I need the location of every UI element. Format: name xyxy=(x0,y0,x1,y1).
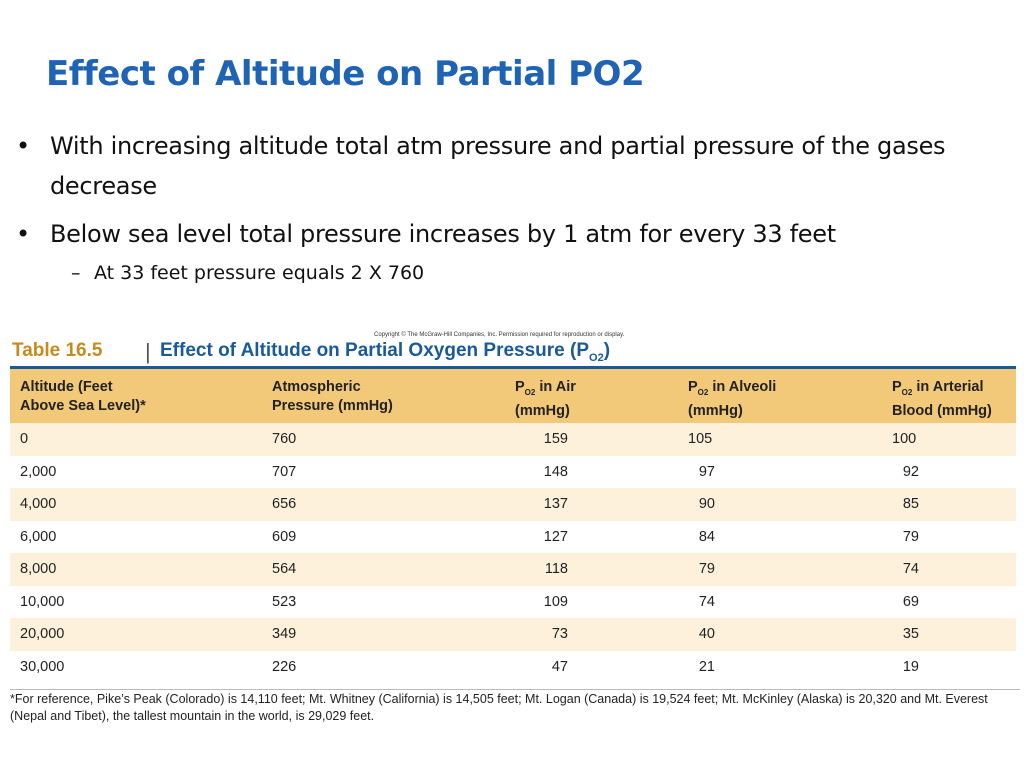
po2-symbol: P xyxy=(892,379,902,395)
cell-po2-arterial: 19 xyxy=(902,658,919,675)
cell-po2-alveoli: 79 xyxy=(698,561,715,577)
table-row: 2,000 707 148 97 92 xyxy=(10,455,1016,488)
bullet-marker: • xyxy=(16,220,30,248)
table-row: 6,000 609 127 84 79 xyxy=(10,520,1016,553)
cell-po2-air: 118 xyxy=(544,561,568,577)
cell-po2-alveoli: 97 xyxy=(698,463,715,480)
cell-atmospheric: 564 xyxy=(272,561,297,577)
table-heading: Table 16.5 | Effect of Altitude on Parti… xyxy=(10,336,1020,366)
cell-atmospheric: 707 xyxy=(272,463,297,480)
cell-atmospheric: 609 xyxy=(272,528,297,545)
cell-po2-arterial: 74 xyxy=(902,561,919,577)
header-po2-air: PO2 in Air (mmHg) xyxy=(515,378,576,421)
header-altitude: Altitude (Feet Above Sea Level)* xyxy=(20,378,146,416)
cell-po2-arterial: 69 xyxy=(902,593,919,610)
table-row: 4,000 656 137 90 85 xyxy=(10,488,1016,521)
po2-symbol: P xyxy=(515,379,525,395)
header-po2-arterial-text: in Arterial xyxy=(912,379,984,395)
cell-po2-alveoli: 90 xyxy=(698,496,715,512)
cell-altitude: 4,000 xyxy=(20,496,57,512)
table-footnote: *For reference, Pike’s Peak (Colorado) i… xyxy=(10,689,1020,725)
cell-po2-air: 137 xyxy=(543,496,568,512)
cell-po2-air: 127 xyxy=(543,528,568,545)
cell-po2-alveoli: 74 xyxy=(698,593,715,610)
cell-po2-arterial: 35 xyxy=(902,626,919,642)
header-po2-arterial: PO2 in Arterial Blood (mmHg) xyxy=(892,378,992,421)
cell-po2-alveoli: 105 xyxy=(688,431,713,447)
cell-po2-air: 109 xyxy=(543,593,568,610)
header-po2-alveoli: PO2 in Alveoli (mmHg) xyxy=(688,378,776,421)
cell-altitude: 30,000 xyxy=(20,658,65,675)
cell-po2-arterial: 100 xyxy=(892,431,917,447)
header-atmospheric: Atmospheric Pressure (mmHg) xyxy=(272,378,393,416)
bullet-marker: • xyxy=(16,132,30,160)
table-header-row: Altitude (Feet Above Sea Level)* Atmosph… xyxy=(10,369,1016,423)
cell-po2-arterial: 85 xyxy=(902,496,919,512)
cell-altitude: 2,000 xyxy=(20,463,57,480)
cell-altitude: 6,000 xyxy=(20,528,57,545)
cell-po2-alveoli: 84 xyxy=(698,528,715,545)
bullet-text: With increasing altitude total atm press… xyxy=(50,132,946,200)
cell-po2-alveoli: 40 xyxy=(698,626,715,642)
header-po2-arterial-line1: PO2 in Arterial xyxy=(892,378,992,402)
bullet-list: • With increasing altitude total atm pre… xyxy=(16,126,1006,290)
cell-altitude: 20,000 xyxy=(20,626,65,642)
header-altitude-line1: Altitude (Feet xyxy=(20,379,113,395)
table-label-separator: | xyxy=(145,339,151,364)
po2-symbol: P xyxy=(688,379,698,395)
header-po2-alveoli-line1: PO2 in Alveoli xyxy=(688,378,776,402)
cell-po2-arterial: 92 xyxy=(902,463,919,480)
altitude-table: Altitude (Feet Above Sea Level)* Atmosph… xyxy=(10,366,1016,683)
table-row: 8,000 564 118 79 74 xyxy=(10,553,1016,586)
copyright-notice: Copyright © The McGraw-Hill Companies, I… xyxy=(374,332,625,338)
cell-altitude: 10,000 xyxy=(20,593,65,610)
table-caption: Effect of Altitude on Partial Oxygen Pre… xyxy=(160,340,611,364)
cell-atmospheric: 760 xyxy=(272,431,297,447)
po2-subscript: O2 xyxy=(697,387,709,397)
header-atmospheric-line1: Atmospheric xyxy=(272,379,361,395)
header-po2-alveoli-line2: (mmHg) xyxy=(688,402,743,419)
sub-bullet-item: – At 33 feet pressure equals 2 X 760 xyxy=(16,256,1006,290)
table-row: 30,000 226 47 21 19 xyxy=(10,650,1016,683)
table-row: 10,000 523 109 74 69 xyxy=(10,585,1016,618)
po2-subscript: O2 xyxy=(901,387,913,397)
caption-symbol-subscript: O2 xyxy=(589,351,604,364)
table-row: 0 760 159 105 100 xyxy=(10,423,1016,456)
cell-atmospheric: 523 xyxy=(272,593,297,610)
cell-po2-air: 47 xyxy=(551,658,568,675)
cell-atmospheric: 656 xyxy=(272,496,297,512)
header-po2-arterial-line2: Blood (mmHg) xyxy=(892,402,992,419)
header-po2-air-line2: (mmHg) xyxy=(515,402,570,419)
header-altitude-line2: Above Sea Level)* xyxy=(20,398,146,414)
header-po2-alveoli-text: in Alveoli xyxy=(708,379,777,395)
header-po2-air-line1: PO2 in Air xyxy=(515,378,576,402)
cell-po2-air: 159 xyxy=(543,431,568,447)
cell-altitude: 8,000 xyxy=(20,561,57,577)
header-po2-air-text: in Air xyxy=(535,379,576,395)
bullet-item: • With increasing altitude total atm pre… xyxy=(16,126,1006,206)
caption-symbol: P xyxy=(576,340,590,361)
sub-bullet-marker: – xyxy=(71,262,81,284)
cell-po2-arterial: 79 xyxy=(902,528,919,545)
cell-po2-alveoli: 21 xyxy=(698,658,715,675)
cell-po2-air: 148 xyxy=(543,463,568,480)
header-atmospheric-line2: Pressure (mmHg) xyxy=(272,398,393,414)
po2-subscript: O2 xyxy=(524,387,536,397)
table-row: 20,000 349 73 40 35 xyxy=(10,618,1016,651)
cell-atmospheric: 226 xyxy=(272,658,297,675)
slide-title: Effect of Altitude on Partial PO2 xyxy=(46,54,645,94)
table-label: Table 16.5 xyxy=(12,340,103,361)
bullet-text: Below sea level total pressure increases… xyxy=(50,220,836,248)
table-caption-text: Effect of Altitude on Partial Oxygen Pre… xyxy=(160,340,565,361)
cell-po2-air: 73 xyxy=(551,626,568,642)
cell-atmospheric: 349 xyxy=(272,626,297,642)
cell-altitude: 0 xyxy=(20,431,29,447)
bullet-item: • Below sea level total pressure increas… xyxy=(16,214,1006,254)
sub-bullet-text: At 33 feet pressure equals 2 X 760 xyxy=(94,262,425,284)
